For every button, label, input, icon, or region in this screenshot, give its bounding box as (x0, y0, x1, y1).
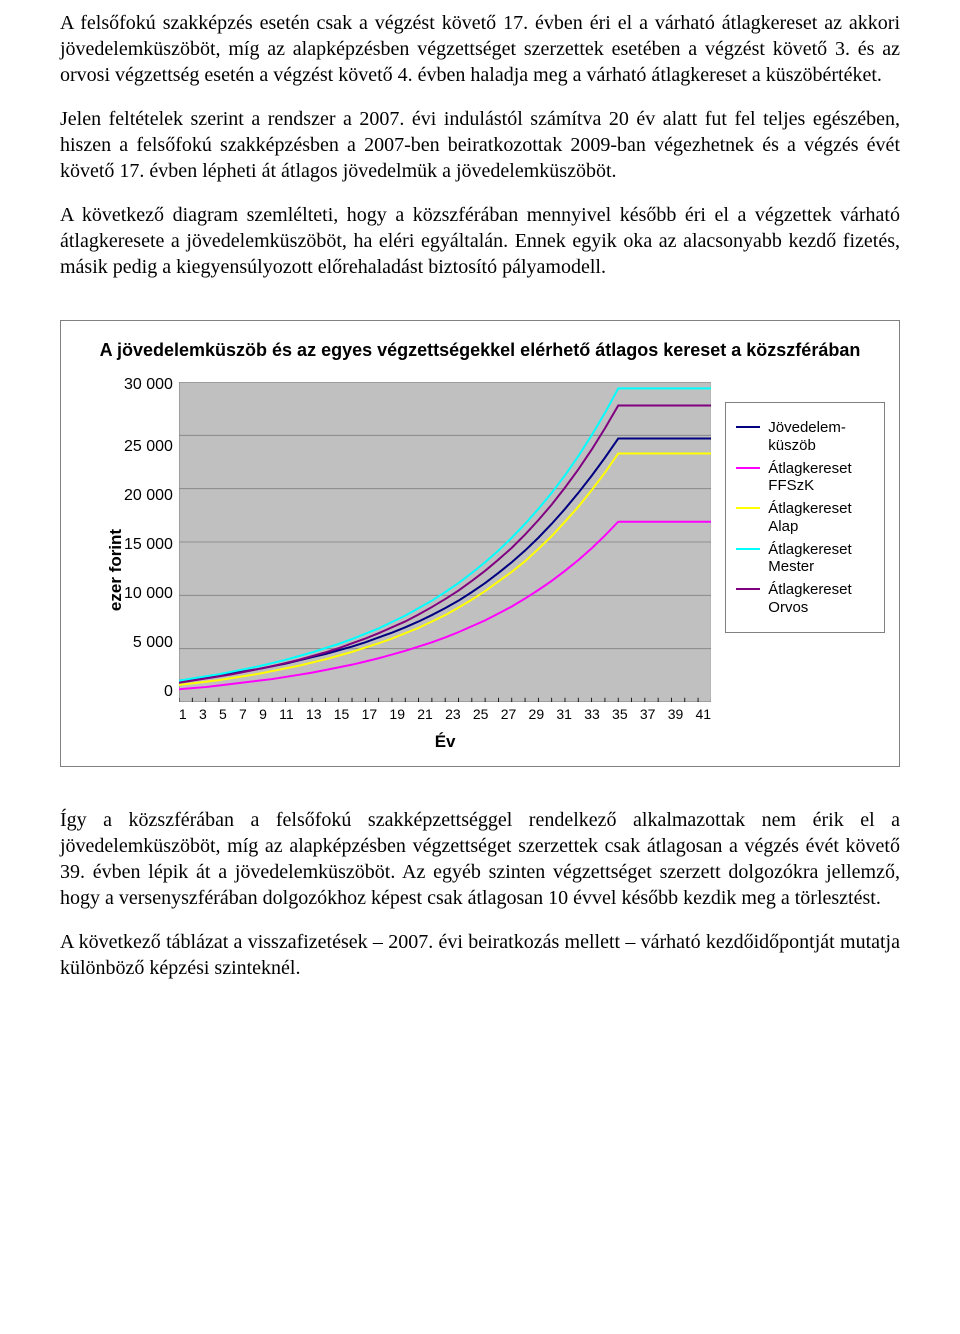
x-axis-label: Év (179, 722, 711, 758)
y-tick: 10 000 (124, 586, 173, 602)
paragraph-5: A következő táblázat a visszafizetések –… (60, 929, 900, 981)
x-tick: 33 (584, 706, 600, 722)
x-tick: 3 (199, 706, 207, 722)
legend-label: Átlagkereset Alap (768, 500, 874, 535)
legend-label: Jövedelem-küszöb (768, 419, 874, 454)
x-tick: 7 (239, 706, 247, 722)
x-tick: 19 (389, 706, 405, 722)
x-tick: 31 (556, 706, 572, 722)
y-axis-label-block: ezer forint (75, 382, 109, 758)
chart-legend: Jövedelem-küszöb Átlagkereset FFSzK Átlagk… (725, 402, 885, 633)
y-tick: 0 (164, 684, 173, 700)
x-tick: 1 (179, 706, 187, 722)
legend-item-alap: Átlagkereset Alap (736, 500, 874, 535)
paragraph-2: Jelen feltételek szerint a rendszer a 20… (60, 106, 900, 184)
paragraph-3: A következő diagram szemlélteti, hogy a … (60, 202, 900, 280)
y-tick: 15 000 (124, 537, 173, 553)
chart-title: A jövedelemküszöb és az egyes végzettség… (95, 339, 865, 362)
legend-label: Átlagkereset Orvos (768, 581, 874, 616)
legend-item-orvos: Átlagkereset Orvos (736, 581, 874, 616)
x-tick: 17 (362, 706, 378, 722)
x-tick: 29 (529, 706, 545, 722)
legend-swatch (736, 467, 760, 469)
chart-plot (179, 382, 711, 702)
x-tick: 25 (473, 706, 489, 722)
legend-swatch (736, 426, 760, 428)
legend-item-kuszob: Jövedelem-küszöb (736, 419, 874, 454)
y-tick: 25 000 (124, 439, 173, 455)
x-tick: 27 (501, 706, 517, 722)
x-tick: 23 (445, 706, 461, 722)
chart-container: A jövedelemküszöb és az egyes végzettség… (60, 320, 900, 767)
y-tick: 5 000 (133, 635, 173, 651)
x-tick: 15 (334, 706, 350, 722)
legend-item-mester: Átlagkereset Mester (736, 541, 874, 576)
legend-label: Átlagkereset FFSzK (768, 460, 874, 495)
paragraph-4: Így a közszférában a felsőfokú szakképze… (60, 807, 900, 911)
legend-swatch (736, 588, 760, 590)
x-tick: 9 (259, 706, 267, 722)
y-tick: 20 000 (124, 488, 173, 504)
legend-swatch (736, 507, 760, 509)
x-tick: 35 (612, 706, 628, 722)
x-tick: 11 (279, 706, 294, 722)
y-tick: 30 000 (124, 378, 173, 394)
legend-swatch (736, 548, 760, 550)
x-tick: 13 (306, 706, 322, 722)
legend-label: Átlagkereset Mester (768, 541, 874, 576)
x-tick: 37 (640, 706, 656, 722)
paragraph-1: A felsőfokú szakképzés esetén csak a vég… (60, 10, 900, 88)
x-tick: 21 (417, 706, 433, 722)
x-tick: 41 (696, 706, 712, 722)
x-tick: 5 (219, 706, 227, 722)
x-axis-ticks: 1357911131517192123252729313335373941 (179, 702, 711, 722)
x-tick: 39 (668, 706, 684, 722)
legend-item-ffszk: Átlagkereset FFSzK (736, 460, 874, 495)
